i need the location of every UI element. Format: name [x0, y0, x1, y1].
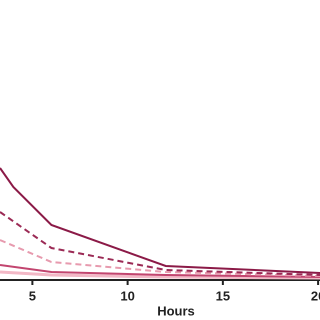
x-axis-label: Hours [157, 303, 195, 318]
line [0, 264, 320, 278]
line [0, 239, 320, 277]
line [0, 270, 320, 280]
x-tick-label: 20 [311, 288, 320, 303]
line [0, 167, 320, 274]
x-tick-label: 5 [29, 288, 36, 303]
x-tick-label: 15 [216, 288, 230, 303]
x-tick-label: 10 [120, 288, 134, 303]
line [0, 211, 320, 276]
